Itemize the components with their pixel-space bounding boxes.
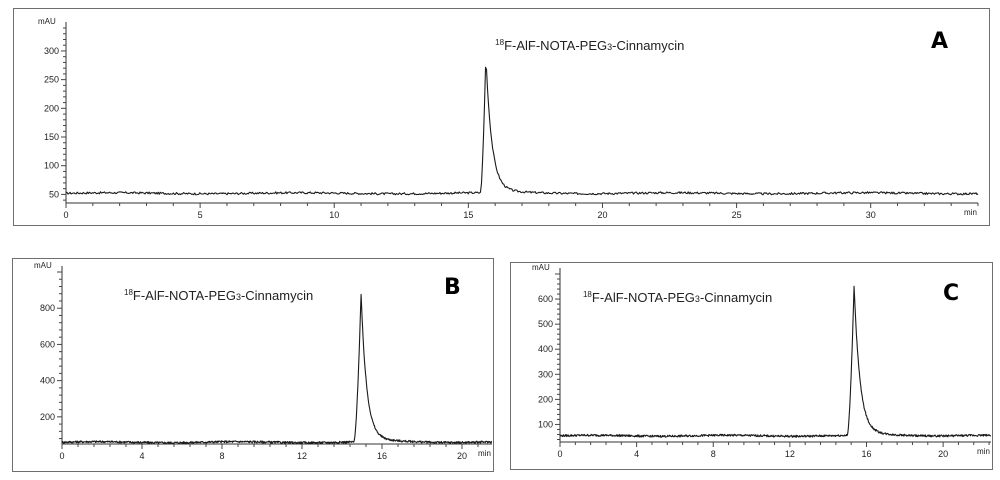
panel-letter-c: C bbox=[943, 281, 959, 306]
x-tick-label-a: 20 bbox=[597, 210, 607, 220]
panel-letter-a: A bbox=[931, 29, 948, 54]
x-tick-label-b: 16 bbox=[377, 451, 387, 461]
panel-frame-a bbox=[13, 8, 990, 226]
chromatogram-trace-a bbox=[65, 66, 979, 196]
x-axis-label-c: min bbox=[977, 447, 990, 456]
y-tick-label-b: 600 bbox=[40, 339, 55, 349]
x-tick-label-a: 5 bbox=[198, 210, 203, 220]
y-tick-label-c: 600 bbox=[538, 294, 553, 304]
y-axis-label-b: mAU bbox=[34, 261, 52, 270]
peak-annotation-b: 18F-AlF-NOTA-PEG3-Cinnamycin bbox=[124, 288, 313, 303]
y-axis-label-c: mAU bbox=[532, 263, 550, 272]
chromatogram-panel-a: mAU min 50 100 150 200 250 300 0 5 10 15 20 25 30 18F-A… bbox=[13, 8, 990, 226]
panel-letter-b: B bbox=[444, 275, 461, 300]
y-tick-label-a: 150 bbox=[44, 132, 59, 142]
chromatogram-trace-b bbox=[61, 293, 493, 445]
y-tick-label-c: 400 bbox=[538, 344, 553, 354]
y-tick-label-a: 100 bbox=[44, 161, 59, 171]
chromatogram-trace-c bbox=[559, 285, 992, 438]
y-tick-label-c: 300 bbox=[538, 369, 553, 379]
x-tick-label-b: 4 bbox=[139, 451, 144, 461]
chart-b-svg: mAU min 200 400 600 800 0 4 8 12 16 20 18F-AlF-NOTA-… bbox=[12, 258, 494, 472]
x-tick-label-c: 8 bbox=[711, 449, 716, 459]
y-tick-label-b: 400 bbox=[40, 376, 55, 386]
panel-frame-c bbox=[510, 262, 993, 470]
chart-a-svg: mAU min 50 100 150 200 250 300 0 5 10 15 20 25 30 18F-A… bbox=[13, 8, 990, 226]
y-tick-label-b: 800 bbox=[40, 303, 55, 313]
y-tick-label-a: 50 bbox=[49, 189, 59, 199]
y-tick-label-b: 200 bbox=[40, 412, 55, 422]
chromatogram-panel-c: mAU min 100 200 300 400 500 600 0 4 8 12 16 20 18F-AlF… bbox=[510, 262, 993, 470]
x-tick-label-c: 12 bbox=[785, 449, 795, 459]
y-tick-label-a: 200 bbox=[44, 103, 59, 113]
x-tick-label-b: 8 bbox=[219, 451, 224, 461]
y-tick-label-c: 200 bbox=[538, 394, 553, 404]
y-axis-label-a: mAU bbox=[38, 17, 56, 26]
x-axis-label-b: min bbox=[478, 449, 491, 458]
x-tick-label-a: 0 bbox=[63, 210, 68, 220]
y-tick-label-a: 300 bbox=[44, 46, 59, 56]
x-tick-label-c: 20 bbox=[938, 449, 948, 459]
x-tick-label-a: 15 bbox=[463, 210, 473, 220]
chromatogram-panel-b: mAU min 200 400 600 800 0 4 8 12 16 20 18F-AlF-NOTA-… bbox=[12, 258, 494, 472]
peak-annotation-a: 18F-AlF-NOTA-PEG3-Cinnamycin bbox=[495, 38, 684, 53]
x-tick-label-a: 30 bbox=[866, 210, 876, 220]
x-tick-label-c: 0 bbox=[557, 449, 562, 459]
x-tick-label-b: 0 bbox=[59, 451, 64, 461]
chart-c-svg: mAU min 100 200 300 400 500 600 0 4 8 12 16 20 18F-AlF… bbox=[510, 262, 993, 470]
x-tick-label-c: 16 bbox=[861, 449, 871, 459]
x-tick-label-c: 4 bbox=[634, 449, 639, 459]
y-tick-label-c: 100 bbox=[538, 419, 553, 429]
panel-frame-b bbox=[12, 258, 494, 472]
x-tick-label-a: 10 bbox=[329, 210, 339, 220]
x-tick-label-b: 12 bbox=[297, 451, 307, 461]
y-tick-label-c: 500 bbox=[538, 319, 553, 329]
x-tick-label-b: 20 bbox=[457, 451, 467, 461]
peak-annotation-c: 18F-AlF-NOTA-PEG3-Cinnamycin bbox=[583, 290, 772, 305]
x-axis-label-a: min bbox=[964, 208, 977, 217]
y-tick-label-a: 250 bbox=[44, 75, 59, 85]
x-tick-label-a: 25 bbox=[732, 210, 742, 220]
